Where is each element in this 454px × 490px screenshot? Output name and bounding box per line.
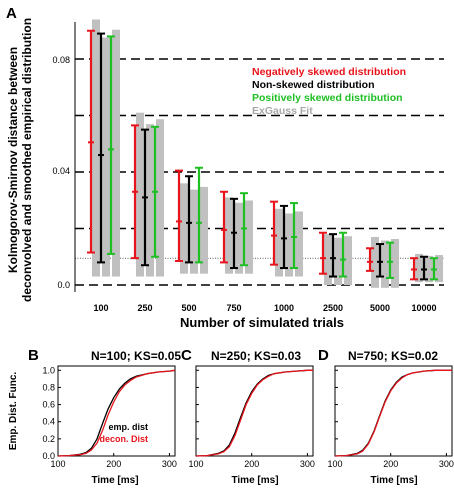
panelD-xtick-300: 300 <box>439 459 454 469</box>
exgauss-bar-5000-2 <box>391 239 399 288</box>
exgauss-bar-5000-1 <box>381 240 389 288</box>
panel-a-letter: A <box>6 5 17 22</box>
panel-b-letter: B <box>28 347 39 364</box>
panelC-xtick-200: 200 <box>244 459 259 469</box>
panelB-ytick-5: 1.0 <box>42 365 55 375</box>
panelD-frame <box>334 365 453 457</box>
panelB-ytick-1: 0.2 <box>42 434 55 444</box>
panelC-frame <box>195 365 314 457</box>
x-tick-250: 250 <box>137 303 152 313</box>
exgauss-bar-250-0 <box>136 112 144 277</box>
panelD-curve-emp <box>334 369 452 457</box>
panelD-xtick-100: 100 <box>327 459 342 469</box>
panelC-curve-decon <box>195 369 313 457</box>
panel-d-letter: D <box>318 347 329 364</box>
panelB-curve-decon <box>57 369 176 457</box>
x-tick-2500: 2500 <box>323 303 343 313</box>
panel-b-chart: 100 200 300 0.0 0.2 0.4 0.6 0.8 1.0 <box>42 365 176 469</box>
panelB-frame <box>57 365 176 457</box>
y-tick-0: 0.0 <box>57 280 70 290</box>
x-tick-5000: 5000 <box>370 303 390 313</box>
exgauss-bar-750-0 <box>225 197 233 274</box>
panel-a-y-label-line1: Kolmogorov-Smirnov distance between <box>6 47 20 273</box>
exgauss-bar-2500-2 <box>344 236 352 285</box>
exgauss-bar-1000-0 <box>275 208 283 277</box>
exgauss-bar-500-1 <box>190 189 198 274</box>
panel-a-y-label-line2: deconvolved and smoothed empirical distr… <box>20 18 34 302</box>
panel-a-x-label: Number of simulated trials <box>180 315 344 330</box>
legend-positive: Positively skewed distribution <box>252 92 403 104</box>
exgauss-bar-1000-2 <box>295 211 303 277</box>
panelC-xtick-300: 300 <box>300 459 315 469</box>
panel-b-y-label: Emp. Dist. Func. <box>8 372 19 451</box>
x-tick-100: 100 <box>93 303 108 313</box>
panelB-xtick-100: 100 <box>50 459 65 469</box>
panel-a-error-bars <box>87 19 443 288</box>
exgauss-bar-2500-0 <box>324 234 332 285</box>
inset-legend-decon: decon. Dist <box>99 434 148 444</box>
exgauss-bar-750-2 <box>245 200 253 274</box>
exgauss-bar-250-2 <box>156 119 164 277</box>
y-tick-008: 0.08 <box>52 55 70 65</box>
exgauss-bar-10000-0 <box>415 253 423 283</box>
panel-c-letter: C <box>181 347 192 364</box>
exgauss-bar-2500-1 <box>334 237 342 285</box>
exgauss-bar-250-1 <box>146 124 154 277</box>
panel-a-chart: 0.0 0.04 0.08 100 250 500 750 1000 2500 5000 10… <box>6 18 444 330</box>
panelC-curve-emp <box>195 369 313 457</box>
exgauss-bar-100-0 <box>92 19 100 277</box>
x-tick-10000: 10000 <box>411 303 436 313</box>
panelB-ytick-3: 0.6 <box>42 400 55 410</box>
panel-d-title: N=750; KS=0.02 <box>348 349 438 363</box>
panelB-ytick-0: 0.0 <box>42 451 55 461</box>
inset-legend-emp: emp. dist <box>108 422 148 432</box>
exgauss-bar-10000-1 <box>425 255 433 283</box>
panel-a-legend: Negatively skewed distribution Non-skewe… <box>252 66 406 117</box>
panelC-xtick-100: 100 <box>188 459 203 469</box>
exgauss-bar-100-2 <box>112 29 120 277</box>
panel-c-x-label: Time [ms] <box>231 475 278 486</box>
panelD-curve-decon <box>334 369 452 457</box>
panel-d-chart: 100 200 300 <box>327 365 454 469</box>
panel-c-chart: 100 200 300 <box>188 365 315 469</box>
legend-negative: Negatively skewed distribution <box>252 66 406 78</box>
exgauss-bar-1000-1 <box>285 213 293 277</box>
legend-exgauss: ExGauss Fit <box>252 105 313 117</box>
panelB-xtick-200: 200 <box>106 459 121 469</box>
panelB-ytick-4: 0.8 <box>42 382 55 392</box>
exgauss-bar-500-0 <box>180 183 188 274</box>
x-tick-1000: 1000 <box>274 303 294 313</box>
panelB-ytick-2: 0.4 <box>42 417 55 427</box>
exgauss-bar-500-2 <box>200 186 208 274</box>
panel-c-title: N=250; KS=0.03 <box>211 349 301 363</box>
legend-nonskewed: Non-skewed distribution <box>252 79 375 91</box>
exgauss-bar-5000-0 <box>371 236 379 288</box>
exgauss-bar-10000-2 <box>435 255 443 283</box>
panel-a-y-ticks: 0.0 0.04 0.08 <box>52 55 70 290</box>
exgauss-bar-100-1 <box>102 37 110 277</box>
panel-d-x-label: Time [ms] <box>370 475 417 486</box>
panelD-xtick-200: 200 <box>383 459 398 469</box>
panel-a-x-ticks: 100 250 500 750 1000 2500 5000 10000 <box>93 303 436 313</box>
panelB-xtick-300: 300 <box>162 459 177 469</box>
y-tick-004: 0.04 <box>52 166 70 176</box>
x-tick-750: 750 <box>226 303 241 313</box>
panel-b-title: N=100; KS=0.05 <box>91 349 181 363</box>
exgauss-bar-750-1 <box>235 202 243 274</box>
panel-b-x-label: Time [ms] <box>91 475 138 486</box>
x-tick-500: 500 <box>181 303 196 313</box>
